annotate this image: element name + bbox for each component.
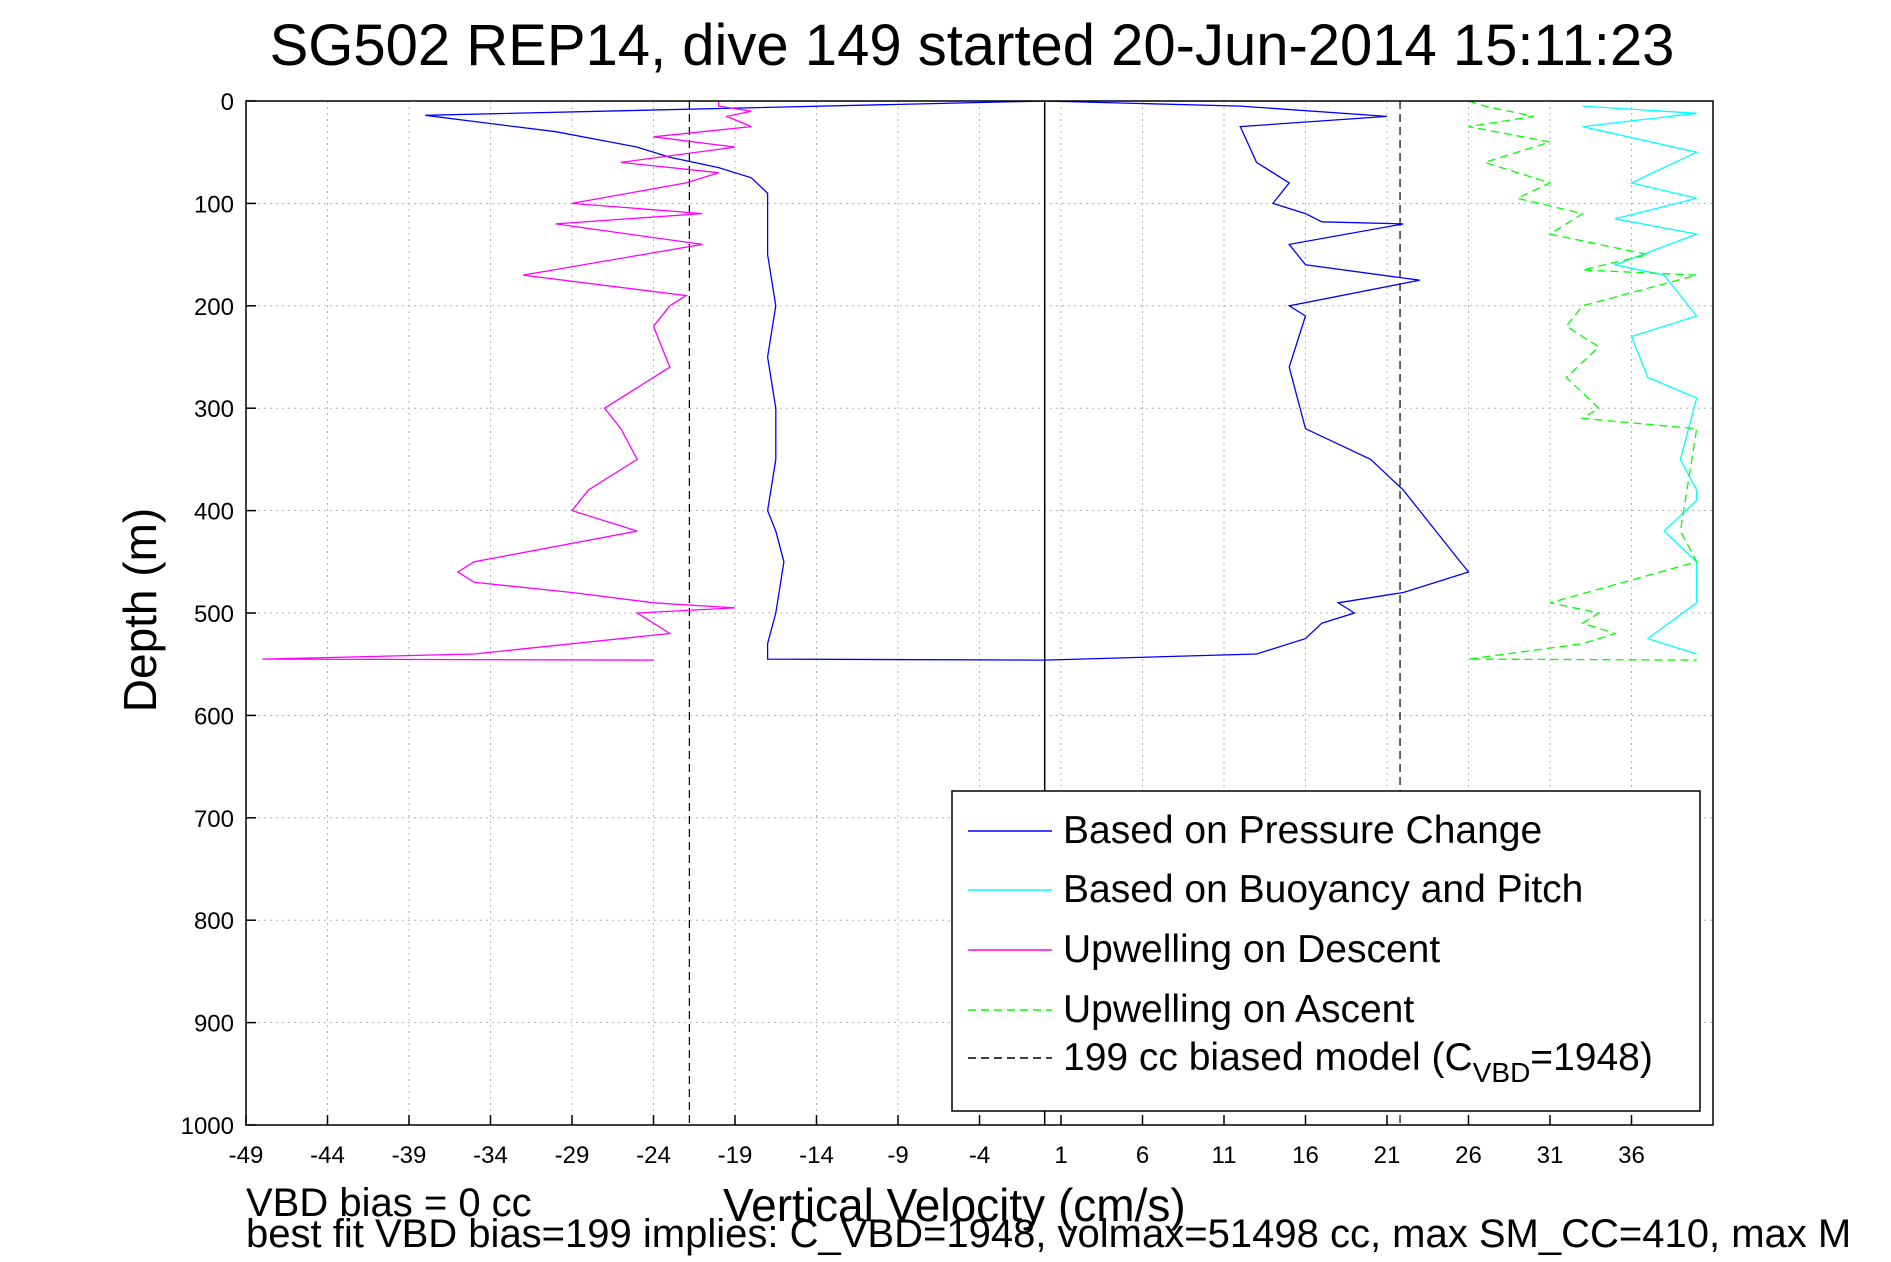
x-tick-label: -14: [799, 1142, 834, 1169]
y-tick-label: 0: [221, 89, 234, 116]
series-upwelling_ascent: [1468, 100, 1698, 661]
x-tick-label: 11: [1212, 1142, 1237, 1169]
x-tick-label: -44: [310, 1142, 345, 1169]
x-tick-label: -39: [392, 1142, 427, 1169]
y-axis-label: Depth (m): [114, 508, 166, 712]
x-tick-label: -9: [887, 1142, 908, 1169]
x-tick-labels: -49 -44 -39 -34 -29 -24 -19 -14 -9 -4 1 6 11 16 21 26 31…: [229, 1142, 1645, 1169]
series-pressure_ascent: [1044, 100, 1470, 661]
y-tick-label: 400: [194, 499, 234, 526]
y-tick-label: 500: [194, 601, 234, 628]
vbd-bias-note: VBD bias = 0 cc: [246, 1181, 532, 1225]
legend-label: Upwelling on Ascent: [1063, 988, 1414, 1031]
y-tick-label: 300: [194, 396, 234, 423]
legend-label: Upwelling on Descent: [1063, 928, 1440, 971]
series-pressure_descent: [425, 100, 1045, 661]
y-tick-label: 800: [194, 908, 234, 935]
y-tick-label: 200: [194, 294, 234, 321]
x-tick-label: -29: [555, 1142, 590, 1169]
y-tick-labels: 0 100 200 300 400 500 600 700 800 900 1000: [181, 89, 234, 1140]
chart-title: SG502 REP14, dive 149 started 20-Jun-201…: [270, 13, 1675, 78]
y-tick-label: 700: [194, 806, 234, 833]
x-tick-label: 31: [1537, 1142, 1564, 1169]
best-fit-note: best fit VBD bias=199 implies: C_VBD=194…: [246, 1212, 1852, 1256]
series-buoyancy_pitch: [1582, 105, 1700, 655]
legend-label: 199 cc biased model (CVBD=1948): [1063, 1036, 1653, 1088]
x-tick-label: 21: [1374, 1142, 1401, 1169]
legend-label: Based on Buoyancy and Pitch: [1063, 868, 1583, 911]
x-tick-label: 1: [1054, 1142, 1067, 1169]
x-axis-label: Vertical Velocity (cm/s): [723, 1179, 1186, 1231]
x-tick-label: 26: [1455, 1142, 1482, 1169]
x-tick-label: -19: [718, 1142, 753, 1169]
series-upwelling_descent: [262, 101, 752, 661]
x-tick-label: -49: [229, 1142, 264, 1169]
y-tick-label: 1000: [181, 1113, 234, 1140]
plot-frame: [245, 100, 1714, 1126]
legend-label: Based on Pressure Change: [1063, 809, 1542, 852]
x-tick-label: 36: [1618, 1142, 1645, 1169]
legend: Based on Pressure Change Based on Buoyanc…: [951, 790, 1701, 1112]
y-tick-label: 600: [194, 703, 234, 730]
y-tick-label: 100: [194, 191, 234, 218]
x-tick-label: -4: [969, 1142, 990, 1169]
x-tick-label: 6: [1136, 1142, 1149, 1169]
data-series: [262, 100, 1700, 661]
x-tick-label: 16: [1292, 1142, 1319, 1169]
legend-box: [951, 790, 1701, 1112]
y-tick-label: 900: [194, 1011, 234, 1038]
x-tick-label: -34: [473, 1142, 508, 1169]
x-tick-label: -24: [636, 1142, 671, 1169]
